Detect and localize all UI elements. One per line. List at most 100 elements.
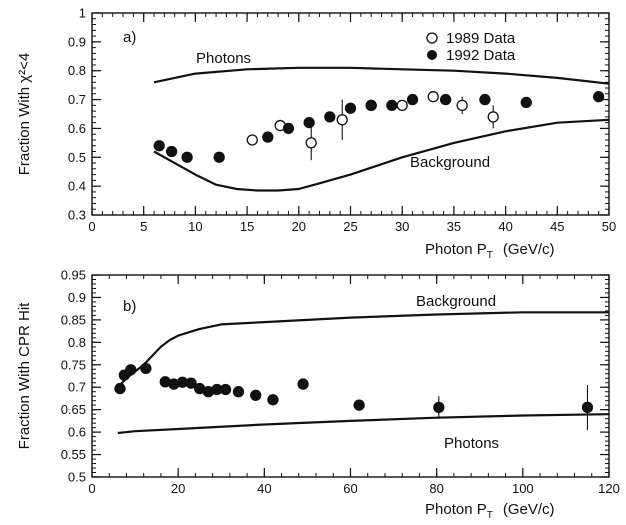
y-tick-label: 0.3 (68, 208, 86, 223)
y-tick-label: 0.6 (68, 121, 86, 136)
panel-a-points (153, 91, 605, 163)
panel-a-curves (153, 66, 610, 192)
y-tick-label: 0.85 (61, 312, 86, 327)
legend-1992-label: 1992 Data (446, 47, 516, 64)
panel-b-background-label: Background (416, 293, 496, 310)
x-tick-label: 80 (429, 481, 443, 496)
x-tick-label: 50 (602, 219, 616, 234)
background-curve (153, 118, 610, 192)
data-point-1992 (479, 93, 491, 106)
y-tick-label: 0.8 (68, 335, 86, 350)
legend-filled-circle-marker (427, 50, 437, 60)
y-tick-label: 0.8 (68, 63, 86, 78)
panel-b-points (114, 362, 594, 430)
data-point-1992 (250, 389, 262, 401)
y-tick-label: 0.9 (68, 290, 86, 305)
data-point-1992 (165, 145, 178, 158)
data-point-1989 (487, 111, 499, 123)
data-point-1992 (140, 362, 152, 375)
y-tick-label: 0.7 (68, 92, 86, 107)
x-tick-label: 5 (140, 219, 147, 234)
data-point-1992 (185, 377, 197, 389)
y-tick-label: 0.5 (68, 470, 86, 485)
data-point-1992 (353, 399, 365, 411)
y-tick-label: 0.7 (68, 380, 86, 395)
panel-b-label: b) (123, 298, 136, 315)
x-tick-label: 120 (598, 481, 620, 496)
panel-b-curves (117, 311, 610, 435)
y-tick-label: 0.75 (61, 357, 86, 372)
x-axis-title-unit: (GeV/c) (503, 501, 555, 518)
data-point-1992 (324, 111, 336, 123)
x-axis-title-main: Photon P (425, 501, 487, 518)
x-tick-label: 0 (88, 481, 95, 496)
x-tick-label: 20 (171, 481, 185, 496)
y-tick-label: 0.5 (68, 150, 86, 165)
data-point-1992 (213, 151, 225, 163)
data-point-1992 (344, 102, 357, 114)
panel-a-x-axis-title: Photon PT (GeV/c) (425, 241, 555, 261)
x-tick-label: 20 (292, 219, 306, 234)
data-point-1989 (336, 114, 348, 126)
x-tick-label: 15 (240, 219, 254, 234)
data-point-1992 (282, 122, 295, 135)
panel-a-frame (91, 12, 610, 216)
x-tick-label: 30 (395, 219, 409, 234)
data-point-1992 (262, 131, 274, 143)
data-point-1989 (427, 91, 439, 103)
data-point-1992 (114, 382, 126, 395)
photons-curve (117, 413, 610, 435)
panel-b: 0 20 40 60 80 100 120 0.5 0.55 0.6 0.65 0.7 0.75 0.8 0… (16, 268, 620, 522)
y-tick-label: 0.65 (61, 402, 86, 417)
data-point-1992 (232, 386, 245, 398)
data-point-1992 (406, 93, 419, 106)
data-point-1992 (303, 117, 315, 129)
panel-a-legend: 1989 Data 1992 Data (426, 30, 516, 64)
data-point-1992 (181, 151, 193, 163)
y-tick-label: 0.9 (68, 34, 86, 49)
panel-a-label: a) (123, 29, 136, 46)
data-point-1992 (593, 91, 605, 103)
x-tick-label: 25 (343, 219, 357, 234)
x-tick-label: 60 (343, 481, 357, 496)
data-point-1989 (246, 134, 258, 146)
x-tick-label: 40 (498, 219, 512, 234)
x-axis-title-sub: T (487, 250, 493, 261)
data-point-1989 (305, 137, 317, 149)
data-point-1992 (297, 378, 309, 390)
x-tick-label: 0 (88, 219, 95, 234)
panel-a-ticks: 0 5 10 15 20 25 30 35 40 45 50 0.3 0.4 0.5 0.6 0.7 0.8 0.… (68, 6, 616, 235)
data-point-1992 (125, 364, 137, 376)
panel-b-frame (91, 274, 610, 478)
data-point-1989 (396, 99, 408, 111)
data-point-1992 (433, 401, 445, 414)
panel-b-x-axis-title: Photon PT (GeV/c) (425, 501, 555, 521)
x-tick-label: 100 (512, 481, 534, 496)
x-tick-label: 10 (188, 219, 202, 234)
background-curve (117, 311, 609, 388)
data-point-1992 (520, 96, 532, 109)
photons-curve (153, 66, 610, 85)
panel-b-ticks: 0 20 40 60 80 100 120 0.5 0.55 0.6 0.65 0.7 0.75 0.8 0… (61, 268, 620, 497)
panel-a-background-label: Background (410, 154, 490, 171)
panel-b-y-axis-title: Fraction With CPR Hit (16, 302, 33, 450)
x-tick-label: 45 (550, 219, 564, 234)
y-tick-label: 0.6 (68, 425, 86, 440)
panel-b-photons-label: Photons (444, 435, 499, 452)
data-point-1992 (365, 99, 377, 111)
data-point-1989 (456, 99, 468, 111)
data-point-1992 (153, 140, 165, 152)
data-point-1992 (581, 401, 594, 414)
data-point-1992 (267, 394, 279, 406)
data-point-1992 (386, 99, 398, 111)
y-tick-label: 1 (79, 6, 86, 21)
panel-a-photons-label: Photons (196, 50, 251, 67)
legend-1989-label: 1989 Data (446, 30, 516, 47)
data-point-1992 (439, 93, 452, 106)
data-point-1992 (219, 383, 232, 396)
x-axis-title-unit: (GeV/c) (503, 241, 555, 258)
panel-a: 0 5 10 15 20 25 30 35 40 45 50 0.3 0.4 0.5 0.6 0.7 0.8 0.… (16, 6, 616, 262)
x-tick-label: 35 (447, 219, 461, 234)
y-tick-label: 0.55 (61, 447, 86, 462)
